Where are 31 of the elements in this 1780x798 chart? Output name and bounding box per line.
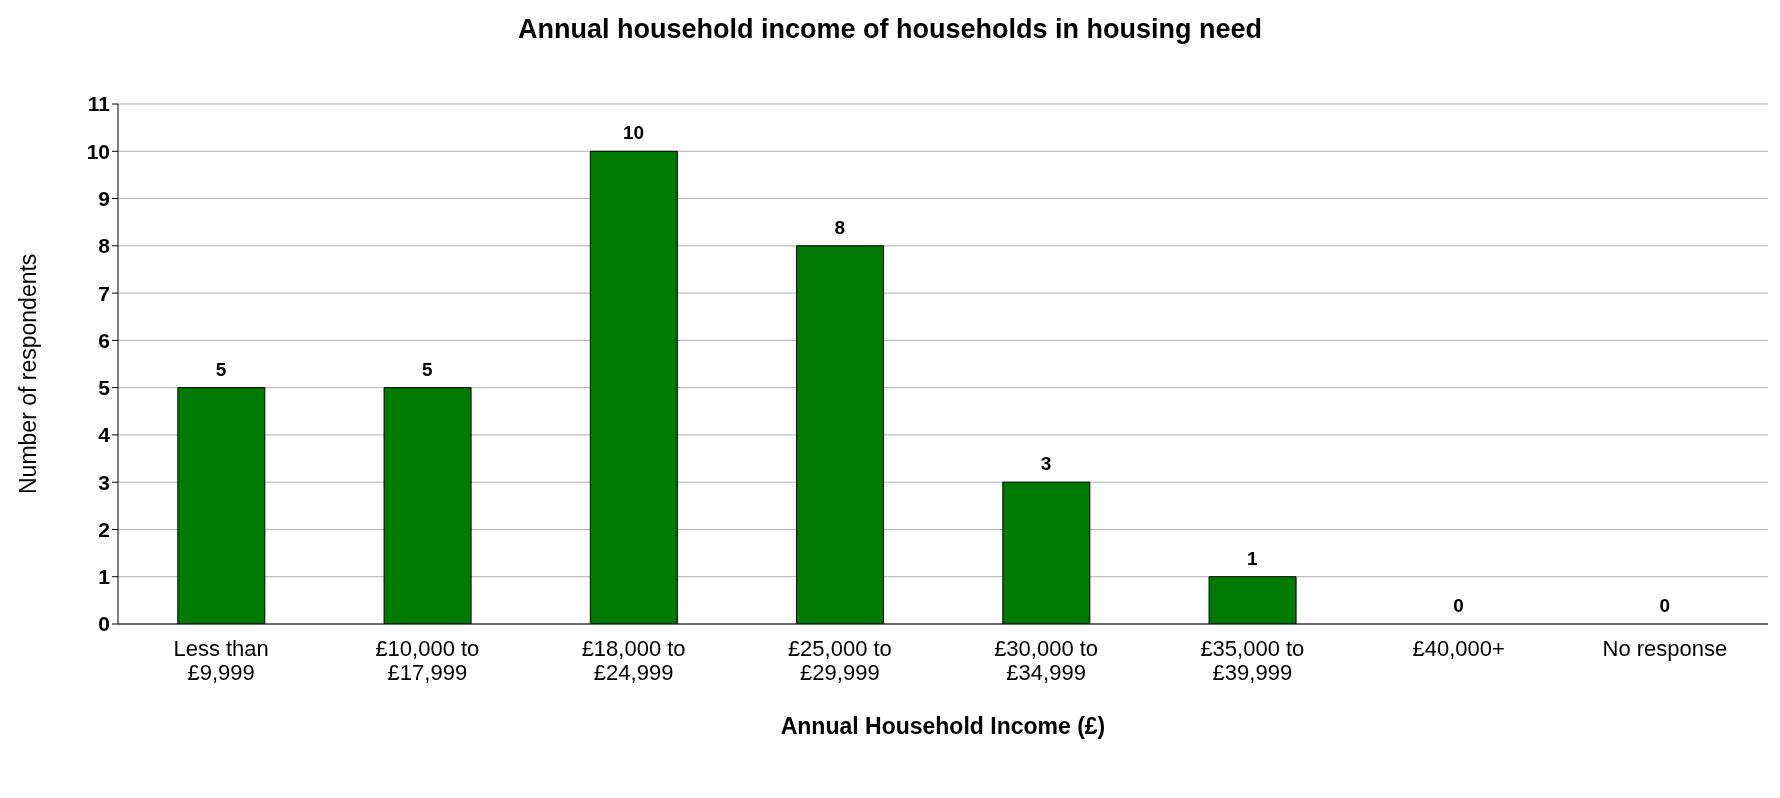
- y-tick-label: 11: [87, 92, 111, 116]
- x-tick-label: £35,000 to £39,999: [1200, 636, 1305, 685]
- data-label: 0: [1659, 595, 1671, 616]
- y-axis-title: Number of respondents: [15, 253, 42, 494]
- data-label: 5: [215, 358, 227, 380]
- y-tick-label: 5: [98, 376, 111, 400]
- x-tick-label: £10,000 to £17,999: [375, 636, 480, 685]
- y-tick-label: 4: [98, 423, 111, 447]
- y-tick-label: 6: [98, 328, 110, 352]
- y-tick-label: 9: [98, 187, 110, 210]
- y-tick-label: 0: [98, 612, 110, 636]
- x-tick-label: Less than £9,999: [173, 636, 269, 685]
- y-tick-label: 8: [98, 234, 111, 258]
- data-label: 0: [1453, 595, 1464, 616]
- x-tick-label: £30,000 to £34,999: [994, 636, 1099, 685]
- x-tick-label: £25,000 to £29,999: [787, 636, 892, 685]
- y-tick-label: 3: [98, 470, 110, 494]
- y-tick-label: 10: [86, 139, 110, 163]
- x-tick-label: No response: [1602, 636, 1728, 661]
- data-label: 8: [834, 216, 846, 238]
- x-tick-label: £18,000 to £24,999: [581, 636, 686, 685]
- y-tick-label: 7: [98, 281, 110, 305]
- data-label: 1: [1247, 547, 1259, 569]
- data-label: 5: [422, 358, 434, 380]
- x-tick-label: £40,000+: [1412, 636, 1505, 661]
- data-label: 3: [1040, 453, 1052, 475]
- y-tick-label: 2: [98, 517, 110, 541]
- x-axis-title: Annual Household Income (£): [780, 713, 1106, 739]
- data-label: 10: [623, 122, 645, 144]
- chart-title: Annual household income of households in housing need: [517, 13, 1263, 46]
- y-tick-label: 1: [98, 565, 111, 589]
